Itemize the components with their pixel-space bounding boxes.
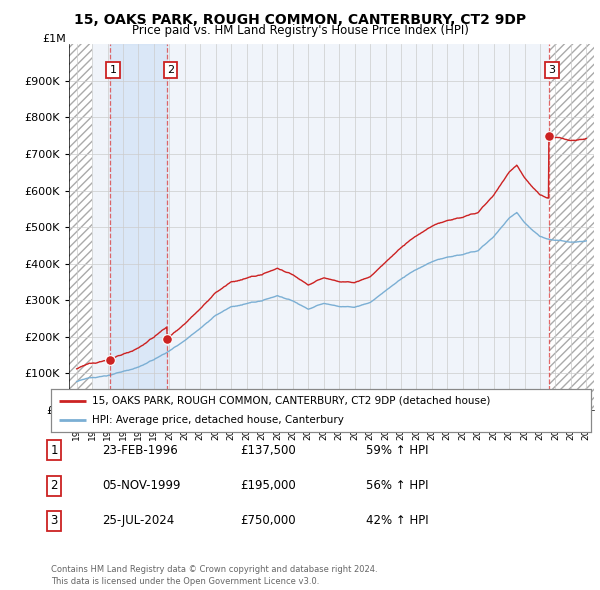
- Text: 56% ↑ HPI: 56% ↑ HPI: [366, 479, 428, 492]
- Text: 23-FEB-1996: 23-FEB-1996: [102, 444, 178, 457]
- Text: 1: 1: [110, 65, 117, 75]
- Text: £750,000: £750,000: [240, 514, 296, 527]
- Text: 3: 3: [50, 514, 58, 527]
- Text: Price paid vs. HM Land Registry's House Price Index (HPI): Price paid vs. HM Land Registry's House …: [131, 24, 469, 37]
- Text: £1M: £1M: [43, 34, 67, 44]
- Text: 05-NOV-1999: 05-NOV-1999: [102, 479, 181, 492]
- Text: HPI: Average price, detached house, Canterbury: HPI: Average price, detached house, Cant…: [91, 415, 343, 425]
- Text: 25-JUL-2024: 25-JUL-2024: [102, 514, 174, 527]
- Text: 1: 1: [50, 444, 58, 457]
- Text: 15, OAKS PARK, ROUGH COMMON, CANTERBURY, CT2 9DP: 15, OAKS PARK, ROUGH COMMON, CANTERBURY,…: [74, 13, 526, 27]
- Text: This data is licensed under the Open Government Licence v3.0.: This data is licensed under the Open Gov…: [51, 577, 319, 586]
- Text: £195,000: £195,000: [240, 479, 296, 492]
- Text: 2: 2: [167, 65, 174, 75]
- Text: 15, OAKS PARK, ROUGH COMMON, CANTERBURY, CT2 9DP (detached house): 15, OAKS PARK, ROUGH COMMON, CANTERBURY,…: [91, 396, 490, 406]
- Text: 2: 2: [50, 479, 58, 492]
- Text: 3: 3: [548, 65, 556, 75]
- Text: 42% ↑ HPI: 42% ↑ HPI: [366, 514, 428, 527]
- Bar: [549, 44, 594, 410]
- Bar: [110, 44, 167, 410]
- Text: 59% ↑ HPI: 59% ↑ HPI: [366, 444, 428, 457]
- Text: £137,500: £137,500: [240, 444, 296, 457]
- Text: Contains HM Land Registry data © Crown copyright and database right 2024.: Contains HM Land Registry data © Crown c…: [51, 565, 377, 574]
- Bar: [69, 44, 92, 410]
